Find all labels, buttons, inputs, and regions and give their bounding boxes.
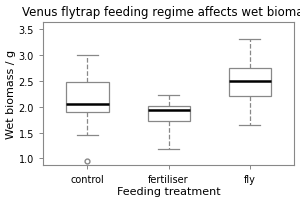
Y-axis label: Wet biomass / g: Wet biomass / g	[6, 49, 16, 138]
Title: Venus flytrap feeding regime affects wet biomass: Venus flytrap feeding regime affects wet…	[22, 5, 300, 18]
PathPatch shape	[229, 69, 271, 97]
PathPatch shape	[66, 83, 109, 112]
X-axis label: Feeding treatment: Feeding treatment	[117, 186, 220, 197]
PathPatch shape	[148, 106, 190, 122]
